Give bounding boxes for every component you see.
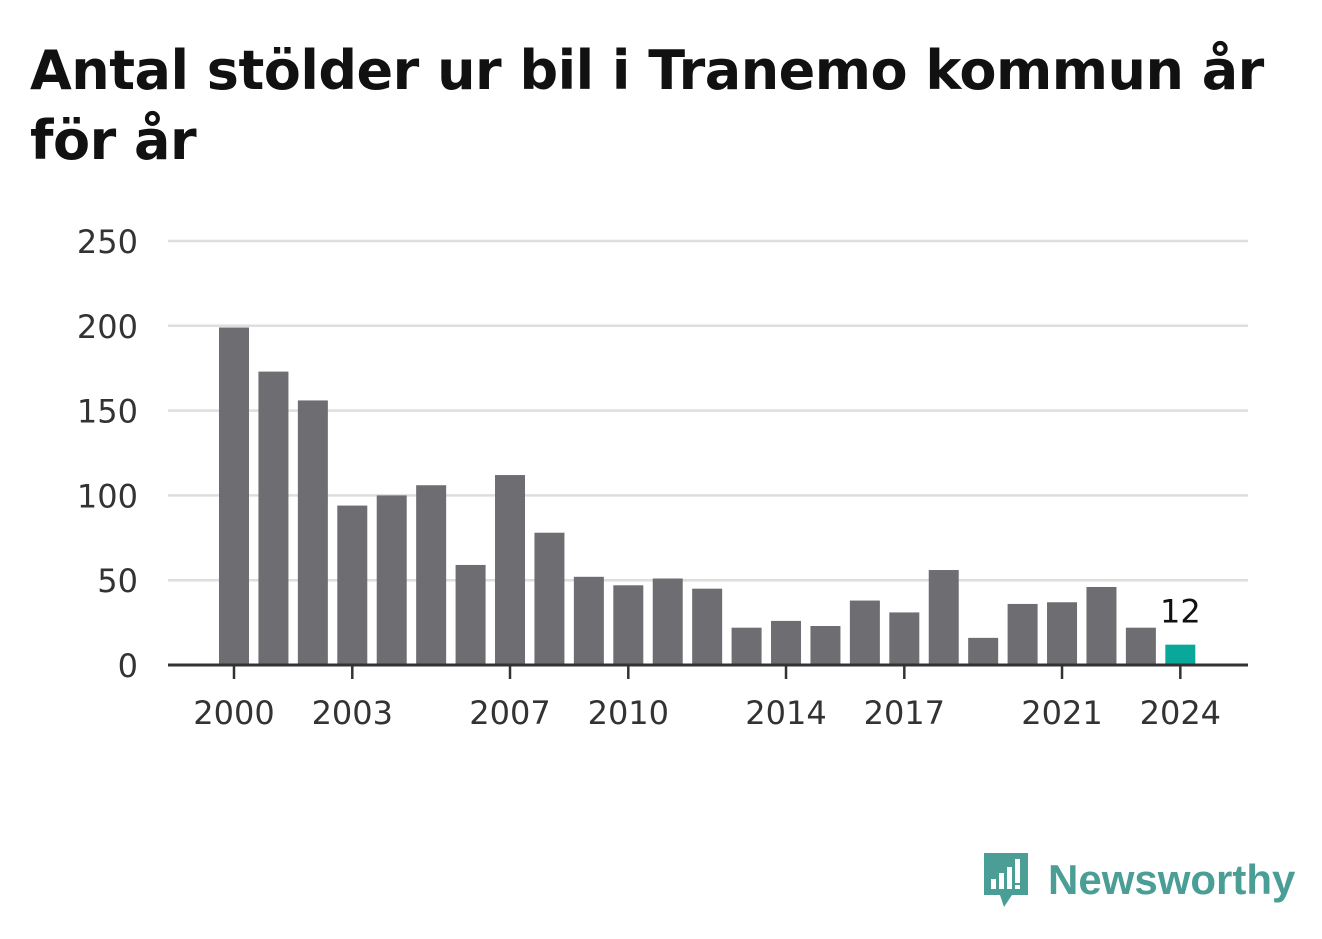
data-labels: 12 <box>1160 593 1201 631</box>
bar-2011 <box>652 578 683 665</box>
bar-2015 <box>810 625 841 665</box>
x-tick-label: 2024 <box>1140 694 1221 732</box>
x-tick-label: 2003 <box>312 694 393 732</box>
bar-2009 <box>573 576 604 665</box>
bar-2002 <box>297 400 328 665</box>
x-axis-tick-labels: 2000 2003 2007 2010 2014 2017 2021 2024 <box>193 694 1221 732</box>
bar-2005 <box>416 485 447 665</box>
y-tick-label: 150 <box>77 393 138 431</box>
bar-2020 <box>1007 603 1038 665</box>
bar-2010 <box>613 585 644 665</box>
bar-2019 <box>968 637 999 665</box>
x-tick-label: 2014 <box>745 694 826 732</box>
grid-lines <box>168 239 1248 582</box>
brand-name: Newsworthy <box>1048 856 1296 903</box>
bar-chart-speech-bubble-icon <box>984 853 1028 907</box>
bar-2003 <box>337 505 368 665</box>
bar-2018 <box>928 570 959 665</box>
chart-title: Antal stölder ur bil i Tranemo kommun år… <box>30 39 1264 172</box>
y-tick-label: 250 <box>77 223 138 261</box>
newsworthy-logo: Newsworthy <box>980 848 1295 912</box>
data-label-2024: 12 <box>1160 593 1201 631</box>
y-tick-label: 100 <box>77 477 138 515</box>
bar-2000 <box>219 327 249 665</box>
x-tick-label: 2021 <box>1021 694 1102 732</box>
bar-2021 <box>1047 602 1078 665</box>
bar-2007 <box>495 475 526 665</box>
bar-2014 <box>771 620 802 665</box>
y-tick-label: 200 <box>77 308 138 346</box>
bar-2001 <box>258 371 289 665</box>
bar-2008 <box>534 532 565 665</box>
bar-2023 <box>1125 627 1156 665</box>
x-tick-label: 2017 <box>864 694 945 732</box>
bar-2006 <box>455 564 486 665</box>
bar-2016 <box>849 600 880 665</box>
x-tick-label: 2007 <box>469 694 550 732</box>
bar-2013 <box>731 627 762 665</box>
y-axis-tick-labels: 0 50 100 150 200 250 <box>77 223 138 685</box>
bar-2022 <box>1086 586 1117 665</box>
bar-2024 <box>1165 644 1196 665</box>
x-axis <box>168 663 1248 679</box>
x-tick-label: 2000 <box>193 694 274 732</box>
bar-2004 <box>376 495 407 665</box>
y-tick-label: 0 <box>118 647 138 685</box>
y-tick-label: 50 <box>97 562 138 600</box>
bars <box>219 327 1196 665</box>
x-tick-label: 2010 <box>588 694 669 732</box>
bar-2012 <box>692 588 723 665</box>
bar-2017 <box>889 612 920 665</box>
